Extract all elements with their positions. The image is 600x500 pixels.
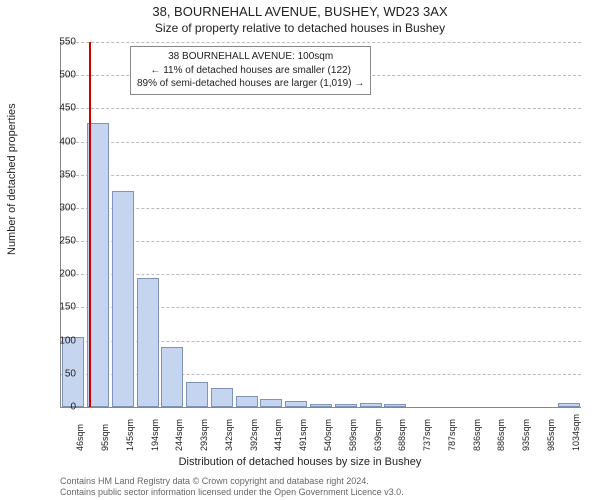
x-tick-label: 95sqm	[100, 424, 110, 451]
x-tick-label: 441sqm	[273, 419, 283, 451]
y-tick-label: 100	[46, 335, 76, 346]
footer-line2: Contains public sector information licen…	[60, 487, 590, 498]
x-tick-label: 293sqm	[199, 419, 209, 451]
y-tick-label: 300	[46, 202, 76, 213]
histogram-bar	[384, 404, 406, 407]
x-tick-label: 244sqm	[174, 419, 184, 451]
chart-footer: Contains HM Land Registry data © Crown c…	[60, 476, 590, 499]
histogram-bar	[112, 191, 134, 407]
y-tick-label: 0	[46, 402, 76, 413]
histogram-bar	[137, 278, 159, 407]
x-tick-label: 639sqm	[373, 419, 383, 451]
grid-line	[61, 208, 581, 209]
chart-subtitle: Size of property relative to detached ho…	[0, 21, 600, 35]
annotation-box: 38 BOURNEHALL AVENUE: 100sqm ← 11% of de…	[130, 46, 371, 95]
x-tick-label: 836sqm	[472, 419, 482, 451]
x-tick-label: 342sqm	[224, 419, 234, 451]
grid-line	[61, 274, 581, 275]
x-tick-label: 985sqm	[546, 419, 556, 451]
y-tick-label: 50	[46, 368, 76, 379]
x-tick-label: 935sqm	[521, 419, 531, 451]
annotation-line1: 38 BOURNEHALL AVENUE: 100sqm	[137, 50, 364, 64]
y-axis-label: Number of detached properties	[6, 103, 18, 255]
histogram-bar	[360, 403, 382, 407]
property-marker-line	[89, 42, 91, 407]
x-tick-label: 194sqm	[150, 419, 160, 451]
chart-title: 38, BOURNEHALL AVENUE, BUSHEY, WD23 3AX	[0, 4, 600, 19]
histogram-bar	[186, 382, 208, 407]
x-tick-label: 1034sqm	[571, 414, 581, 451]
plot-area	[60, 42, 581, 408]
y-tick-label: 150	[46, 302, 76, 313]
x-axis-label: Distribution of detached houses by size …	[0, 456, 600, 468]
histogram-bar	[236, 396, 258, 407]
y-tick-label: 200	[46, 269, 76, 280]
x-tick-label: 688sqm	[397, 419, 407, 451]
y-tick-label: 500	[46, 70, 76, 81]
annotation-line3: 89% of semi-detached houses are larger (…	[137, 77, 364, 91]
histogram-bar	[335, 404, 357, 407]
grid-line	[61, 142, 581, 143]
histogram-bar	[161, 347, 183, 407]
x-tick-label: 392sqm	[249, 419, 259, 451]
grid-line	[61, 241, 581, 242]
histogram-bar	[558, 403, 580, 407]
x-tick-label: 145sqm	[125, 419, 135, 451]
grid-line	[61, 175, 581, 176]
annotation-line2: ← 11% of detached houses are smaller (12…	[137, 64, 364, 78]
histogram-bar	[211, 388, 233, 407]
y-tick-label: 450	[46, 103, 76, 114]
histogram-bar	[310, 404, 332, 407]
grid-line	[61, 42, 581, 43]
x-tick-label: 491sqm	[298, 419, 308, 451]
x-tick-label: 46sqm	[75, 424, 85, 451]
y-tick-label: 350	[46, 169, 76, 180]
y-tick-label: 250	[46, 236, 76, 247]
histogram-bar	[285, 401, 307, 407]
x-tick-label: 737sqm	[422, 419, 432, 451]
y-tick-label: 550	[46, 37, 76, 48]
x-tick-label: 787sqm	[447, 419, 457, 451]
x-tick-label: 540sqm	[323, 419, 333, 451]
histogram-bar	[260, 399, 282, 407]
footer-line1: Contains HM Land Registry data © Crown c…	[60, 476, 590, 487]
x-tick-label: 589sqm	[348, 419, 358, 451]
grid-line	[61, 108, 581, 109]
y-tick-label: 400	[46, 136, 76, 147]
x-tick-label: 886sqm	[496, 419, 506, 451]
